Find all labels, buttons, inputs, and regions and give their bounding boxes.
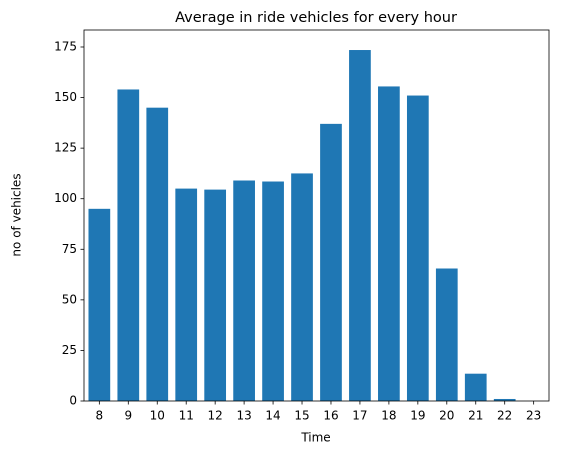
y-tick-label: 75 [62, 242, 77, 256]
y-axis-label: no of vehicles [10, 173, 24, 256]
y-tick-label: 150 [54, 90, 77, 104]
y-tick-label: 25 [62, 343, 77, 357]
plot-frame [83, 29, 550, 402]
bar [320, 123, 342, 401]
x-tick-label: 11 [179, 409, 194, 423]
x-tick-label: 12 [208, 409, 223, 423]
x-axis-label: Time [300, 431, 330, 445]
x-tick-label: 17 [352, 409, 367, 423]
x-tick-label: 23 [526, 409, 541, 423]
bar [464, 373, 487, 401]
bar [146, 107, 169, 402]
bar [262, 181, 284, 401]
bar [435, 268, 458, 401]
x-tick-label: 15 [294, 409, 309, 423]
x-tick-label: 18 [381, 409, 396, 423]
bar [233, 180, 255, 401]
bar [349, 50, 371, 401]
bar [406, 95, 429, 401]
bar [175, 188, 198, 401]
y-tick-label: 125 [54, 141, 77, 155]
bar [88, 208, 111, 401]
bar [291, 173, 313, 401]
y-tick-label: 175 [54, 39, 77, 53]
bar [493, 398, 516, 401]
y-tick-label: 50 [62, 292, 77, 306]
bar [204, 189, 227, 401]
chart-title: Average in ride vehicles for every hour [175, 10, 457, 26]
x-tick-label: 8 [96, 409, 104, 423]
x-tick-label: 21 [468, 409, 483, 423]
x-tick-label: 19 [410, 409, 425, 423]
bar [117, 89, 140, 402]
x-tick-label: 22 [497, 409, 512, 423]
x-tick-label: 14 [265, 409, 280, 423]
y-tick-label: 100 [54, 191, 77, 205]
x-tick-label: 13 [236, 409, 251, 423]
x-tick-label: 20 [439, 409, 454, 423]
y-tick-label: 0 [69, 394, 77, 408]
x-tick-label: 9 [124, 409, 132, 423]
bar [378, 86, 400, 401]
x-tick-label: 10 [150, 409, 165, 423]
x-tick-label: 16 [323, 409, 338, 423]
